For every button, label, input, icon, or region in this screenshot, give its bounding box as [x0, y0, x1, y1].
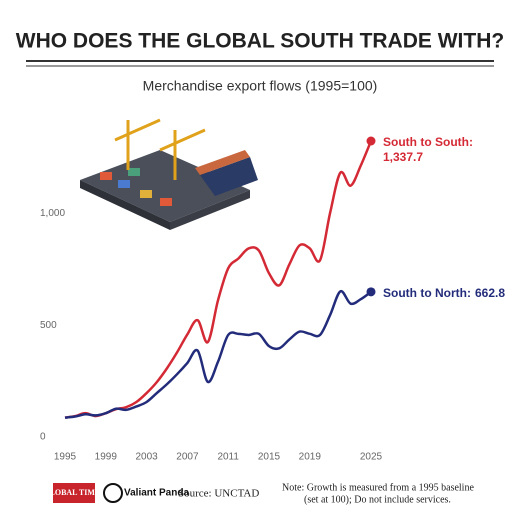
series-label: South to North: 662.8	[383, 286, 505, 300]
end-point	[366, 287, 376, 297]
x-tick-label: 2025	[360, 452, 383, 463]
plot: 0 500 1,000 1995 1999 2003 2007 2011 2015 2019 202…	[40, 135, 505, 462]
series-line	[64, 290, 372, 419]
note: Note: Growth is measured from a 1995 bas…	[282, 482, 474, 493]
note: (set at 100); Do not include services.	[304, 494, 451, 505]
x-tick-label: 2011	[217, 452, 239, 463]
y-tick-label: 0	[40, 432, 46, 443]
series-label: South to South: 1,337.7	[383, 135, 473, 164]
y-tick-label: 500	[40, 320, 57, 331]
logo: GLOBAL TIMES	[43, 488, 105, 497]
legend-entry: South to North:	[383, 286, 471, 300]
x-tick-label: 2019	[299, 452, 322, 463]
x-tick-label: 2007	[176, 452, 199, 463]
x-tick-label: 1999	[95, 452, 118, 463]
x-tick-label: 2015	[258, 452, 281, 463]
data-label: 1,337.7	[383, 150, 423, 164]
illustration	[80, 118, 258, 230]
chart-title: WHO DOES THE GLOBAL SOUTH TRADE WITH?	[16, 30, 504, 53]
legend-entry: South to South:	[383, 135, 473, 149]
logo-box	[53, 483, 95, 503]
logo: Valiant Panda	[124, 488, 189, 499]
y-tick-label: 1,000	[40, 208, 65, 219]
x-tick-label: 1995	[54, 452, 77, 463]
source: Source: UNCTAD	[178, 488, 259, 500]
x-tick-label: 2003	[135, 452, 158, 463]
end-point	[366, 136, 376, 146]
chart-subtitle: Merchandise export flows (1995=100)	[143, 78, 378, 94]
logo-icon	[103, 483, 123, 503]
data-label: 662.8	[475, 286, 505, 300]
